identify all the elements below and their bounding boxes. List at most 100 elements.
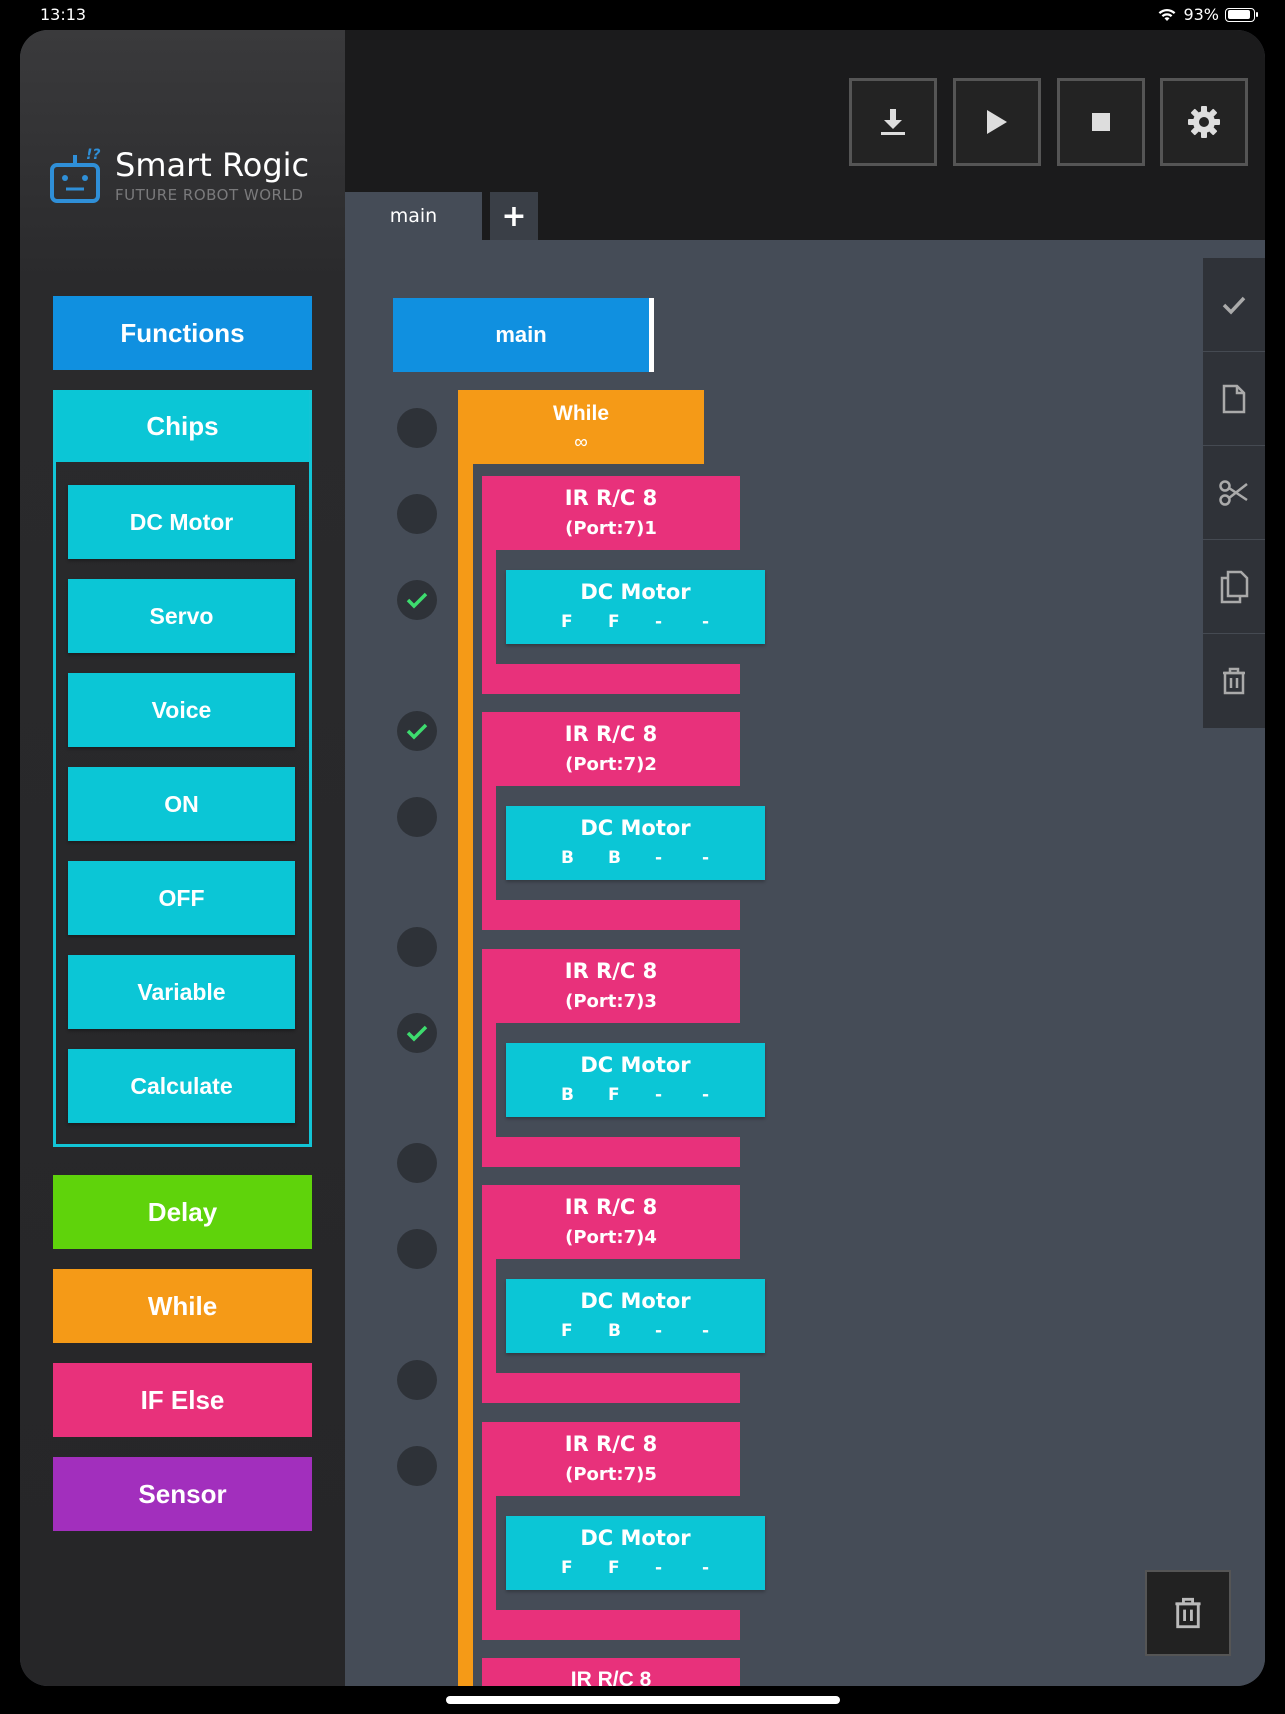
home-indicator bbox=[446, 1696, 840, 1704]
ir-title: IR R/C 8 bbox=[564, 722, 658, 746]
breakpoint-toggle[interactable] bbox=[397, 1229, 437, 1269]
scissors-icon bbox=[1219, 479, 1248, 506]
breakpoint-toggle[interactable] bbox=[397, 494, 437, 534]
trash-icon bbox=[1175, 1597, 1201, 1629]
breakpoint-toggle[interactable] bbox=[397, 1360, 437, 1400]
breakpoint-toggle[interactable] bbox=[397, 1446, 437, 1486]
dc-param: - bbox=[655, 1321, 663, 1341]
settings-button[interactable] bbox=[1160, 78, 1248, 166]
dc-param: - bbox=[655, 1558, 663, 1578]
ir-title: IR R/C 8 bbox=[564, 486, 658, 510]
if-else-button[interactable]: IF Else bbox=[53, 1363, 312, 1437]
chips-button[interactable]: Chips bbox=[53, 390, 312, 462]
battery-percent: 93% bbox=[1183, 5, 1219, 24]
breakpoint-toggle[interactable] bbox=[397, 408, 437, 448]
file-icon bbox=[1222, 384, 1246, 413]
copy-icon bbox=[1220, 570, 1249, 603]
ir-condition-block[interactable]: IR R/C 8 (Port:7)3 DC Motor B F - - bbox=[482, 949, 765, 1167]
chip-on[interactable]: ON bbox=[68, 767, 295, 841]
chip-dc-motor[interactable]: DC Motor bbox=[68, 485, 295, 559]
app-subtitle: FUTURE ROBOT WORLD bbox=[115, 186, 304, 204]
dc-param: F bbox=[608, 1558, 620, 1578]
top-toolbar: main + bbox=[345, 30, 1265, 240]
dc-param: B bbox=[561, 1085, 574, 1105]
block-palette-sidebar: !? Smart Rogic FUTURE ROBOT WORLD Functi… bbox=[20, 30, 345, 1686]
breakpoint-toggle[interactable] bbox=[397, 711, 437, 751]
dc-motor-block[interactable]: DC Motor F B - - bbox=[506, 1279, 765, 1353]
dc-motor-block[interactable]: DC Motor B B - - bbox=[506, 806, 765, 880]
dc-param: F bbox=[608, 612, 620, 632]
dc-title: DC Motor bbox=[580, 1526, 691, 1550]
breakpoint-toggle[interactable] bbox=[397, 1143, 437, 1183]
dc-param: F bbox=[561, 1321, 573, 1341]
chip-off[interactable]: OFF bbox=[68, 861, 295, 935]
stop-button[interactable] bbox=[1057, 78, 1145, 166]
select-button[interactable] bbox=[1203, 258, 1265, 352]
stop-icon bbox=[1092, 113, 1110, 131]
dc-motor-block[interactable]: DC Motor F F - - bbox=[506, 1516, 765, 1590]
cut-button[interactable] bbox=[1203, 446, 1265, 540]
svg-text:!?: !? bbox=[86, 147, 101, 163]
code-canvas[interactable]: main While ∞ IR R/C 8 (Port:7)1 bbox=[345, 240, 1265, 1686]
status-time: 13:13 bbox=[40, 5, 87, 24]
chip-variable[interactable]: Variable bbox=[68, 955, 295, 1029]
ir-title: IR R/C 8 bbox=[564, 1432, 658, 1456]
trash-drop-button[interactable] bbox=[1145, 1570, 1231, 1656]
ir-condition-block[interactable]: IR R/C 8 (Port:7)2 DC Motor B B - - bbox=[482, 712, 765, 930]
delay-button[interactable]: Delay bbox=[53, 1175, 312, 1249]
functions-button[interactable]: Functions bbox=[53, 296, 312, 370]
ir-port: (Port:7)4 bbox=[565, 1227, 657, 1248]
dc-motor-block[interactable]: DC Motor B F - - bbox=[506, 1043, 765, 1117]
breakpoint-toggle[interactable] bbox=[397, 580, 437, 620]
ir-title: IR R/C 8 bbox=[564, 959, 658, 983]
new-file-button[interactable] bbox=[1203, 352, 1265, 446]
status-bar: 13:13 93% bbox=[0, 0, 1285, 30]
main-function-block[interactable]: main bbox=[393, 298, 654, 372]
check-icon bbox=[406, 723, 428, 740]
ir-port: (Port:7)2 bbox=[565, 754, 657, 775]
while-button[interactable]: While bbox=[53, 1269, 312, 1343]
ir-condition-block[interactable]: IR R/C 8 (Port:7)5 DC Motor F F - - bbox=[482, 1422, 765, 1640]
dc-param: - bbox=[702, 1321, 710, 1341]
while-label: While bbox=[553, 402, 609, 425]
dc-motor-block[interactable]: DC Motor F F - - bbox=[506, 570, 765, 644]
chip-servo[interactable]: Servo bbox=[68, 579, 295, 653]
breakpoint-toggle[interactable] bbox=[397, 797, 437, 837]
dc-title: DC Motor bbox=[580, 1053, 691, 1077]
ir-port: (Port:7)1 bbox=[565, 518, 657, 539]
wifi-icon bbox=[1159, 8, 1176, 21]
chips-panel bbox=[53, 390, 312, 1147]
trash-icon bbox=[1223, 667, 1245, 695]
download-button[interactable] bbox=[849, 78, 937, 166]
dc-param: - bbox=[702, 1085, 710, 1105]
dc-param: F bbox=[608, 1085, 620, 1105]
chip-calculate[interactable]: Calculate bbox=[68, 1049, 295, 1123]
check-icon bbox=[1222, 296, 1246, 315]
dc-param: - bbox=[655, 612, 663, 632]
app-window: !? Smart Rogic FUTURE ROBOT WORLD Functi… bbox=[20, 30, 1265, 1686]
copy-button[interactable] bbox=[1203, 540, 1265, 634]
breakpoint-toggle[interactable] bbox=[397, 1013, 437, 1053]
status-indicators: 93% bbox=[1157, 5, 1258, 24]
ir-title: IR R/C 8 bbox=[570, 1668, 652, 1686]
app-title: Smart Rogic bbox=[115, 146, 310, 184]
while-block[interactable]: While ∞ bbox=[458, 390, 704, 464]
dc-title: DC Motor bbox=[580, 580, 691, 604]
ir-condition-block[interactable]: IR R/C 8 (Port:7)1 DC Motor F F - - bbox=[482, 476, 765, 694]
check-icon bbox=[406, 592, 428, 609]
dc-param: - bbox=[702, 848, 710, 868]
add-tab-button[interactable]: + bbox=[490, 192, 538, 240]
breakpoint-toggle[interactable] bbox=[397, 927, 437, 967]
battery-icon bbox=[1225, 7, 1258, 22]
ir-condition-block[interactable]: IR R/C 8 (Port:7)4 DC Motor F B - - bbox=[482, 1185, 765, 1403]
check-icon bbox=[406, 1025, 428, 1042]
robot-logo-icon: !? bbox=[50, 145, 101, 203]
delete-button[interactable] bbox=[1203, 634, 1265, 728]
dc-param: B bbox=[608, 848, 621, 868]
ir-condition-block[interactable]: IR R/C 8 bbox=[482, 1658, 740, 1686]
tab-main[interactable]: main bbox=[345, 192, 482, 240]
play-button[interactable] bbox=[953, 78, 1041, 166]
ir-port: (Port:7)3 bbox=[565, 991, 657, 1012]
chip-voice[interactable]: Voice bbox=[68, 673, 295, 747]
sensor-button[interactable]: Sensor bbox=[53, 1457, 312, 1531]
